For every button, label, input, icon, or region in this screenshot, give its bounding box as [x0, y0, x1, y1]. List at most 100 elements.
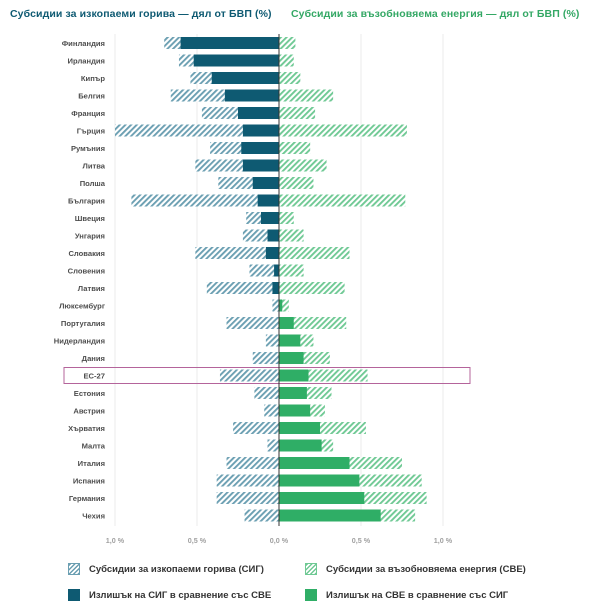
x-tick-label: 1,0 %: [106, 536, 125, 545]
renewable-subsidies-title: Субсидии за възобновяема енергия — дял о…: [291, 8, 580, 20]
country-label: Словакия: [68, 249, 105, 258]
bar-renewable-subsidy: [279, 299, 289, 312]
bar-fossil-subsidy: [131, 194, 279, 207]
country-label: Германия: [69, 494, 105, 503]
bar-renewable-excess: [279, 474, 360, 487]
hatched-teal-swatch-icon: [68, 563, 80, 575]
bar-fossil-excess: [265, 247, 279, 259]
bar-renewable-excess: [279, 457, 350, 469]
fossil-subsidies-title: Субсидии за изкопаеми горива — дял от БВ…: [10, 8, 272, 20]
bar-renewable-subsidy: [279, 72, 301, 84]
country-label: Испания: [73, 476, 105, 485]
bar-fossil-excess: [274, 264, 279, 277]
x-tick-label: 0,0 %: [270, 536, 289, 545]
highlight-frame: [63, 367, 471, 384]
bar-fossil-subsidy: [226, 317, 279, 329]
bar-renewable-subsidy: [279, 124, 407, 137]
country-label: България: [68, 196, 105, 205]
country-label: Естония: [74, 389, 105, 398]
bar-fossil-subsidy: [249, 264, 279, 277]
country-label: Унгария: [75, 231, 105, 240]
x-tick-label: 1,0 %: [434, 536, 453, 545]
bar-renewable-subsidy: [279, 282, 345, 294]
country-label: Кипър: [81, 74, 105, 83]
country-label: Ирландия: [68, 56, 105, 65]
legend-renewable-excess-label: Излишък на СВЕ в сравнение със СИГ: [326, 589, 509, 601]
country-label: Белгия: [78, 91, 105, 100]
bar-renewable-excess: [279, 422, 320, 434]
bar-renewable-subsidy: [279, 37, 296, 49]
bar-fossil-excess: [180, 37, 279, 49]
legend-renewable-excess: Излишък на СВЕ в сравнение със СИГ: [305, 589, 508, 601]
bar-fossil-subsidy: [219, 369, 279, 382]
x-tick-label: 0,5 %: [188, 536, 207, 545]
country-label: Дания: [82, 354, 105, 363]
bar-fossil-subsidy: [265, 334, 279, 347]
bar-fossil-excess: [257, 194, 279, 207]
bar-renewable-excess: [279, 509, 381, 522]
country-label: Хърватия: [68, 424, 105, 433]
hatched-green-swatch-icon: [305, 563, 317, 575]
bar-renewable-excess: [279, 387, 307, 399]
bar-renewable-subsidy: [279, 54, 294, 67]
bar-renewable-subsidy: [279, 194, 406, 207]
bar-fossil-subsidy: [195, 247, 279, 259]
bar-fossil-excess: [267, 229, 279, 242]
bar-renewable-subsidy: [279, 247, 350, 259]
bar-fossil-subsidy: [272, 299, 279, 312]
country-label: Португалия: [61, 319, 105, 328]
bar-renewable-excess: [279, 352, 304, 364]
legend-fossil-excess: Излишък на СИГ в сравнение със СВЕ: [68, 589, 271, 601]
bar-fossil-excess: [238, 107, 279, 119]
bar-renewable-excess: [279, 439, 322, 452]
bar-renewable-excess: [279, 334, 301, 347]
bar-fossil-subsidy: [226, 457, 279, 469]
bar-renewable-subsidy: [279, 89, 334, 102]
bar-fossil-excess: [272, 282, 279, 294]
bar-fossil-excess: [242, 124, 279, 137]
legend-renewable-subsidies: Субсидии за възобновяема енергия (СВЕ): [305, 563, 526, 575]
bar-fossil-excess: [260, 212, 279, 224]
country-label: Латвия: [78, 284, 105, 293]
country-label: Словения: [68, 266, 105, 275]
bar-fossil-excess: [211, 72, 279, 84]
bar-fossil-excess: [224, 89, 279, 102]
solid-teal-swatch-icon: [68, 589, 80, 601]
bar-renewable-excess: [279, 317, 294, 329]
bar-renewable-subsidy: [279, 142, 311, 154]
country-label: Гърция: [77, 126, 105, 135]
country-label: Люксембург: [59, 301, 105, 310]
bar-fossil-subsidy: [115, 124, 279, 137]
country-label: Малта: [82, 441, 106, 450]
country-label: Швеция: [75, 214, 105, 223]
legend-renewable-subsidies-label: Субсидии за възобновяема енергия (СВЕ): [326, 563, 526, 575]
bar-fossil-subsidy: [252, 352, 279, 364]
bar-fossil-excess: [242, 159, 279, 172]
bar-fossil-subsidy: [233, 422, 279, 434]
solid-green-swatch-icon: [305, 589, 317, 601]
diverging-bar-chart: Финландия Ирландия Кипър Белгия Франция Гърци…: [54, 34, 471, 545]
country-label: Чехия: [82, 511, 105, 520]
bar-fossil-subsidy: [216, 474, 279, 487]
country-label: Литва: [82, 161, 105, 170]
bar-renewable-subsidy: [279, 317, 347, 329]
bar-renewable-subsidy: [279, 159, 327, 172]
country-label: Румъния: [71, 144, 105, 153]
bar-fossil-excess: [241, 142, 279, 154]
country-label: Полша: [80, 179, 106, 188]
bar-renewable-subsidy: [279, 229, 304, 242]
bar-renewable-subsidy: [279, 177, 314, 189]
bar-renewable-subsidy: [279, 107, 316, 119]
country-label: ЕС-27: [83, 371, 105, 380]
country-label: Финландия: [62, 39, 105, 48]
country-label: Франция: [71, 109, 105, 118]
bar-fossil-subsidy: [244, 509, 279, 522]
bar-fossil-subsidy: [254, 387, 279, 399]
country-label: Австрия: [73, 406, 105, 415]
bar-renewable-excess: [279, 299, 283, 312]
country-label: Нидерландия: [54, 336, 105, 345]
bar-fossil-subsidy: [206, 282, 279, 294]
x-tick-label: 0,5 %: [352, 536, 371, 545]
bar-renewable-excess: [279, 404, 311, 417]
legend-fossil-subsidies: Субсидии за изкопаеми горива (СИГ): [68, 563, 264, 575]
